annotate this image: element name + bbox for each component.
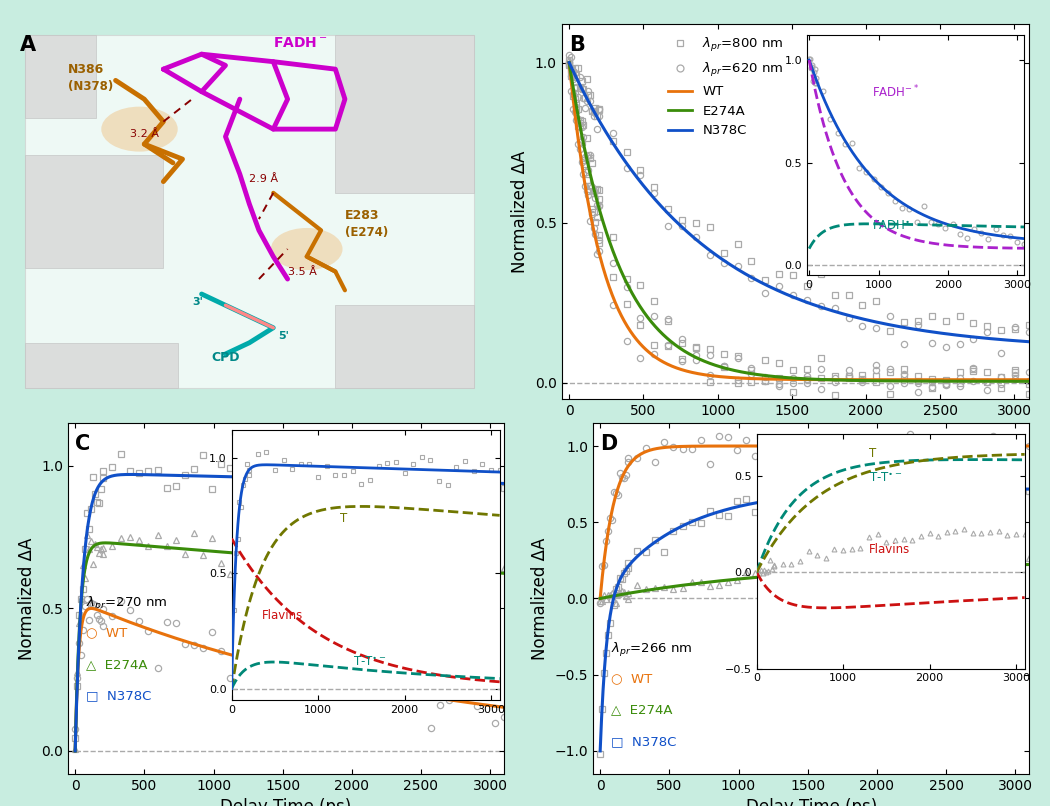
Y-axis label: Normalized ΔA: Normalized ΔA [511, 151, 529, 272]
Polygon shape [25, 343, 177, 388]
Text: 3.2 Å: 3.2 Å [130, 129, 159, 139]
Text: 3.5 Å: 3.5 Å [288, 268, 316, 277]
Polygon shape [335, 35, 474, 193]
Text: △  E274A: △ E274A [611, 704, 672, 717]
X-axis label: Delay Time (ps): Delay Time (ps) [730, 423, 861, 442]
Polygon shape [25, 35, 97, 118]
Text: □  N378C: □ N378C [86, 690, 151, 703]
Polygon shape [335, 305, 474, 388]
Text: (N378): (N378) [68, 80, 113, 93]
Text: △  E274A: △ E274A [86, 658, 147, 671]
Text: ○  WT: ○ WT [611, 672, 652, 685]
Text: E283: E283 [345, 209, 379, 222]
Legend: $\lambda_{pr}$=800 nm, $\lambda_{pr}$=620 nm, WT, E274A, N378C: $\lambda_{pr}$=800 nm, $\lambda_{pr}$=62… [663, 31, 789, 143]
Text: A: A [20, 35, 36, 56]
Y-axis label: Normalized ΔA: Normalized ΔA [18, 538, 36, 659]
Text: N386: N386 [68, 63, 104, 76]
Ellipse shape [271, 228, 342, 270]
Text: B: B [569, 35, 585, 56]
Text: C: C [75, 434, 90, 454]
Text: FADH$^-$: FADH$^-$ [273, 35, 328, 50]
X-axis label: Delay Time (ps): Delay Time (ps) [220, 798, 352, 806]
Polygon shape [25, 156, 164, 268]
Text: $\lambda_{pr}$=266 nm: $\lambda_{pr}$=266 nm [611, 641, 692, 659]
Text: (E274): (E274) [345, 226, 388, 239]
Text: D: D [600, 434, 617, 454]
Text: ○  WT: ○ WT [86, 626, 127, 639]
Text: 3': 3' [192, 297, 203, 307]
Text: CPD: CPD [211, 351, 239, 364]
Text: 5': 5' [278, 331, 289, 341]
Text: $\lambda_{pr}$=270 nm: $\lambda_{pr}$=270 nm [86, 595, 167, 613]
X-axis label: Delay Time (ps): Delay Time (ps) [746, 798, 877, 806]
Ellipse shape [101, 106, 177, 152]
Text: 2.9 Å: 2.9 Å [250, 173, 278, 184]
Polygon shape [25, 35, 474, 388]
Text: □  N378C: □ N378C [611, 735, 676, 748]
Y-axis label: Normalized ΔA: Normalized ΔA [531, 538, 549, 659]
